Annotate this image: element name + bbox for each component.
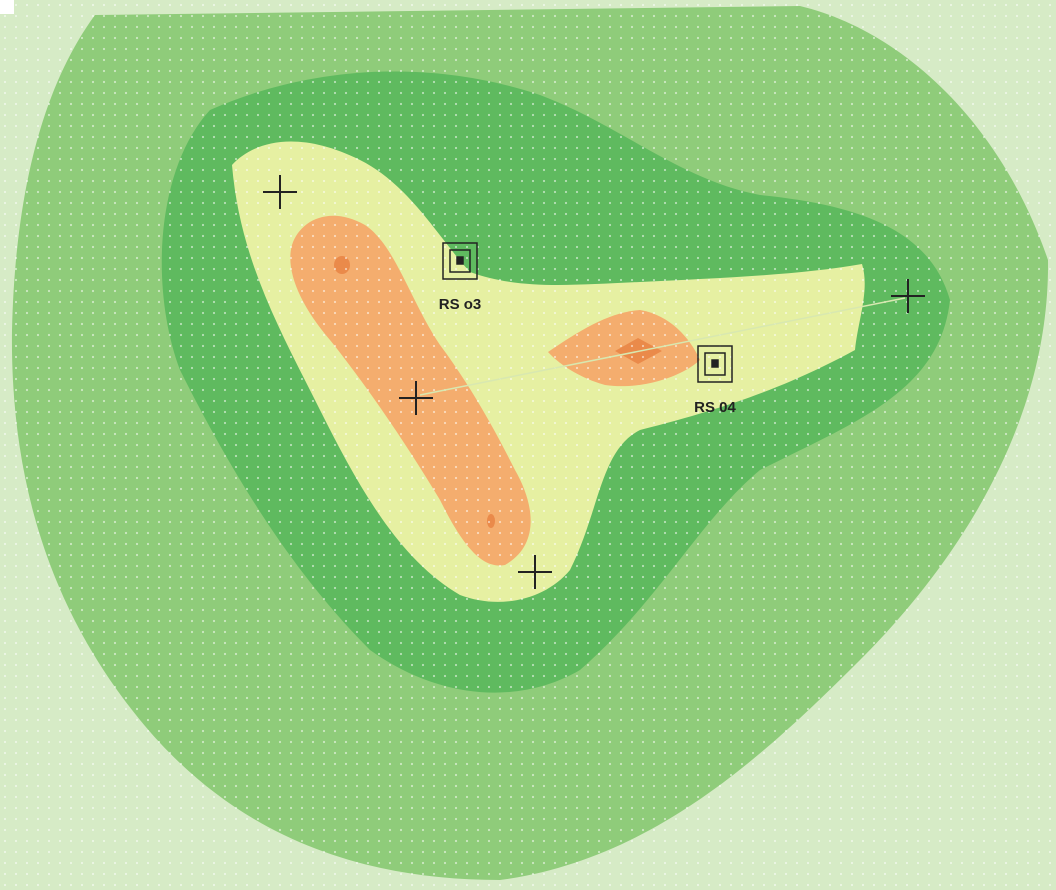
cross-marker [399, 381, 433, 415]
cross-marker [518, 555, 552, 589]
cross-marker [263, 175, 297, 209]
station-label: RS o3 [439, 296, 482, 313]
corner [0, 0, 14, 14]
station-icon [697, 345, 733, 383]
station-icon [442, 242, 478, 280]
station-label: RS 04 [694, 399, 736, 416]
link-line [419, 297, 906, 396]
cross-marker [891, 279, 925, 313]
markers [263, 175, 925, 589]
